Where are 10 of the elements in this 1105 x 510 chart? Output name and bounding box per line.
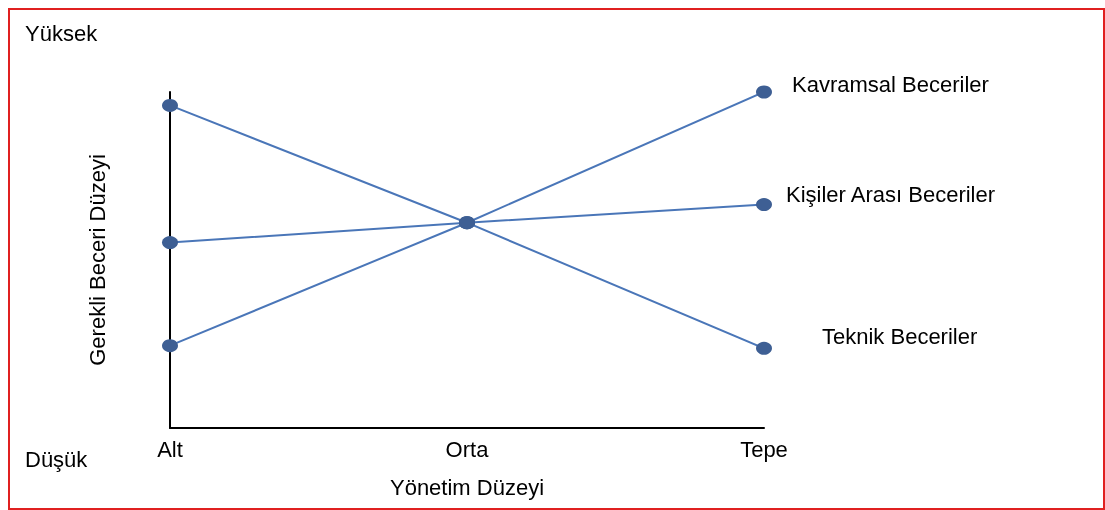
y-axis-title: Gerekli Beceri Düzeyi	[84, 154, 110, 366]
x-axis-title: Yönetim Düzeyi	[389, 474, 545, 500]
series-label: Kavramsal Beceriler	[792, 71, 989, 97]
x-tick-label: Orta	[445, 436, 490, 462]
x-tick-label: Alt	[157, 436, 183, 462]
text: Düşük	[25, 446, 89, 472]
series-label: Kişiler Arası Beceriler	[786, 182, 996, 208]
x-tick-label: Tepe	[740, 436, 788, 462]
text: Teknik Beceriler	[822, 323, 978, 349]
text: Yüksek	[25, 20, 99, 46]
